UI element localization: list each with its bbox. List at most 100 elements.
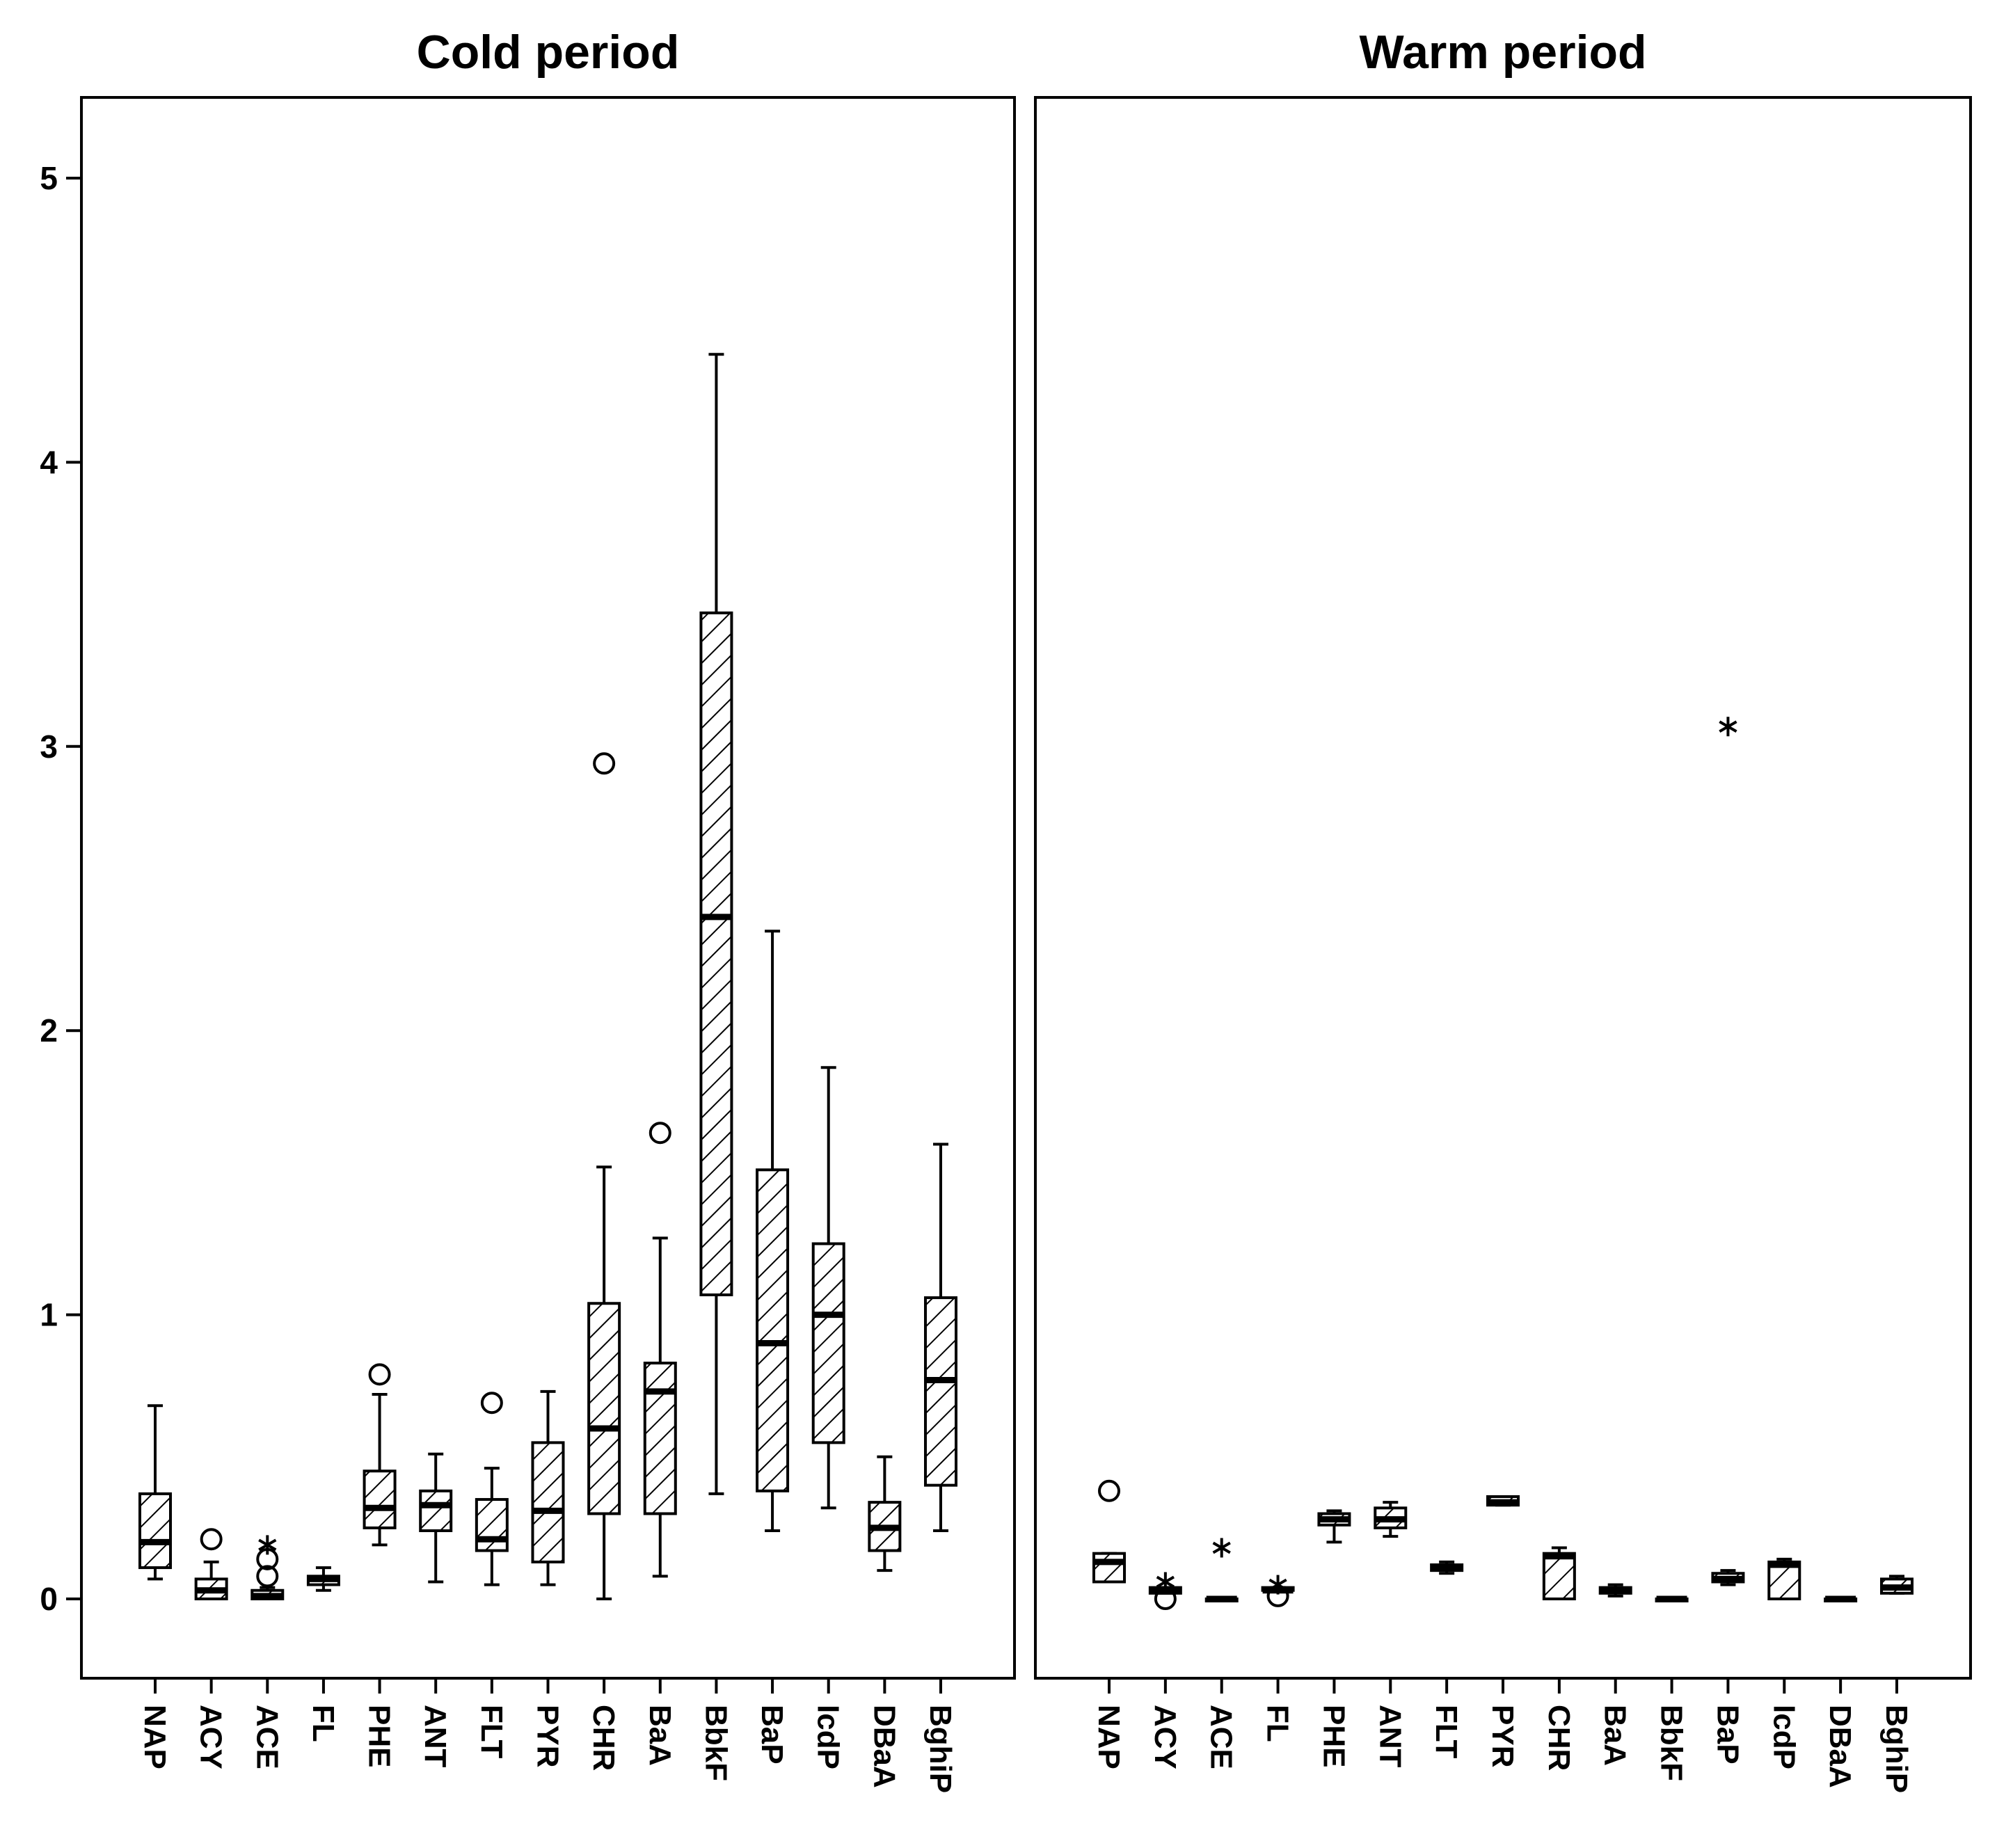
box-body <box>756 1168 790 1492</box>
outlier-marker <box>200 1528 223 1551</box>
box-ACE <box>250 1535 285 1601</box>
box-body <box>699 611 733 1297</box>
box-body <box>1092 1552 1126 1584</box>
box-CHR <box>1542 1546 1576 1601</box>
box-PYR <box>531 1389 565 1586</box>
x-tick-label: ACY <box>194 1705 228 1769</box>
box-ACY <box>194 1528 228 1601</box>
box-DBaA <box>868 1455 902 1572</box>
outlier-marker <box>368 1363 391 1386</box>
box-BbkF <box>699 353 733 1495</box>
box-NAP <box>1092 1479 1126 1584</box>
box-BaP <box>1711 717 1745 1586</box>
x-tick-label: DBaA <box>1823 1705 1857 1788</box>
y-tick-label: 3 <box>40 728 58 765</box>
box-body <box>1542 1552 1576 1601</box>
x-tick-label: BaP <box>755 1705 789 1765</box>
x-tick-label: PHE <box>363 1705 397 1767</box>
extreme-stroke <box>1268 1578 1287 1591</box>
box-BbkF <box>1655 1595 1689 1602</box>
box-ANT <box>1374 1501 1408 1538</box>
box-FL <box>1261 1575 1295 1607</box>
x-tick-label: BaA <box>643 1705 677 1766</box>
x-tick-label: PHE <box>1316 1705 1351 1767</box>
box-body <box>363 1469 397 1529</box>
box-BaA <box>1598 1583 1632 1598</box>
extreme-marker <box>1156 1572 1175 1592</box>
panel-0: Cold period NAP ACY ACE FL PHE ANT FLT PYR CHR BaA… <box>80 26 1016 1793</box>
panel-title: Cold period <box>417 26 680 79</box>
box-ACE <box>1204 1538 1239 1602</box>
x-tick-label: NAP <box>1092 1705 1126 1769</box>
x-tick-label: CHR <box>1542 1705 1576 1771</box>
extreme-marker <box>1268 1575 1287 1595</box>
outlier-marker <box>256 1565 279 1588</box>
outlier-marker <box>593 752 616 775</box>
x-tick-label: BghiP <box>1879 1705 1914 1793</box>
box-IcdP <box>811 1066 845 1510</box>
box-FLT <box>1430 1560 1464 1575</box>
x-tick-label: FLT <box>475 1705 509 1758</box>
box-PYR <box>1486 1495 1520 1507</box>
panel-frame <box>1034 96 1972 1680</box>
box-BaA <box>643 1122 677 1578</box>
x-tick-label: BghiP <box>923 1705 957 1793</box>
x-tick-label: ACY <box>1148 1705 1182 1769</box>
box-body <box>475 1498 509 1552</box>
x-tick-label: PYR <box>1486 1705 1520 1767</box>
outlier-marker <box>480 1392 503 1415</box>
x-tick-label: PYR <box>531 1705 565 1767</box>
y-tick-label: 0 <box>40 1581 58 1617</box>
box-ACY <box>1148 1572 1182 1610</box>
x-tick-label: BbkF <box>1655 1705 1689 1781</box>
extreme-stroke <box>1719 720 1737 733</box>
panel-1: Warm period NAP ACY ACE FL PHE ANT FLT PYR CHR BaA… <box>1034 26 1972 1793</box>
x-tick-label: ACE <box>1204 1705 1239 1769</box>
box-body <box>924 1296 957 1487</box>
extreme-stroke <box>258 1538 277 1552</box>
box-body <box>811 1242 845 1444</box>
box-DBaA <box>1824 1595 1858 1602</box>
box-body <box>419 1489 453 1532</box>
x-tick-label: BaP <box>1710 1705 1744 1765</box>
y-tick-label: 2 <box>40 1012 58 1049</box>
box-body <box>1767 1560 1801 1600</box>
y-tick-label: 4 <box>40 444 58 480</box>
extreme-marker <box>1719 717 1737 737</box>
box-FLT <box>475 1392 509 1586</box>
box-PHE <box>1317 1509 1351 1544</box>
x-tick-label: ANT <box>1373 1705 1407 1768</box>
x-tick-label: IcdP <box>1767 1705 1801 1769</box>
box-PHE <box>363 1363 397 1547</box>
x-tick-label: FL <box>306 1705 340 1742</box>
box-body <box>643 1362 677 1515</box>
box-BaP <box>756 930 790 1532</box>
panels-layer: 0 1 2 3 4 5 Cold period NAP ACY ACE FL PHE ANT FLT PYR… <box>40 26 1972 1793</box>
x-tick-label: CHR <box>587 1705 621 1771</box>
box-CHR <box>587 752 621 1600</box>
box-FL <box>306 1566 340 1592</box>
box-body <box>138 1492 172 1570</box>
x-tick-label: BaA <box>1598 1705 1632 1766</box>
x-tick-label: ACE <box>250 1705 284 1769</box>
extreme-marker <box>1212 1538 1231 1558</box>
box-body <box>531 1441 565 1563</box>
box-IcdP <box>1767 1557 1801 1600</box>
x-tick-label: DBaA <box>867 1705 901 1788</box>
y-axis: 0 1 2 3 4 5 <box>40 160 81 1617</box>
x-tick-label: IcdP <box>811 1705 845 1769</box>
extreme-stroke <box>1156 1575 1175 1588</box>
x-tick-label: FL <box>1261 1705 1295 1742</box>
x-tick-label: NAP <box>138 1705 172 1769</box>
panel-title: Warm period <box>1359 26 1646 79</box>
box-BghiP <box>1880 1575 1914 1595</box>
y-tick-label: 1 <box>40 1297 58 1333</box>
extreme-marker <box>258 1535 277 1555</box>
box-NAP <box>138 1404 172 1581</box>
extreme-stroke <box>1212 1541 1231 1554</box>
box-ANT <box>419 1452 453 1584</box>
x-tick-label: FLT <box>1429 1705 1463 1758</box>
box-body <box>587 1302 621 1515</box>
